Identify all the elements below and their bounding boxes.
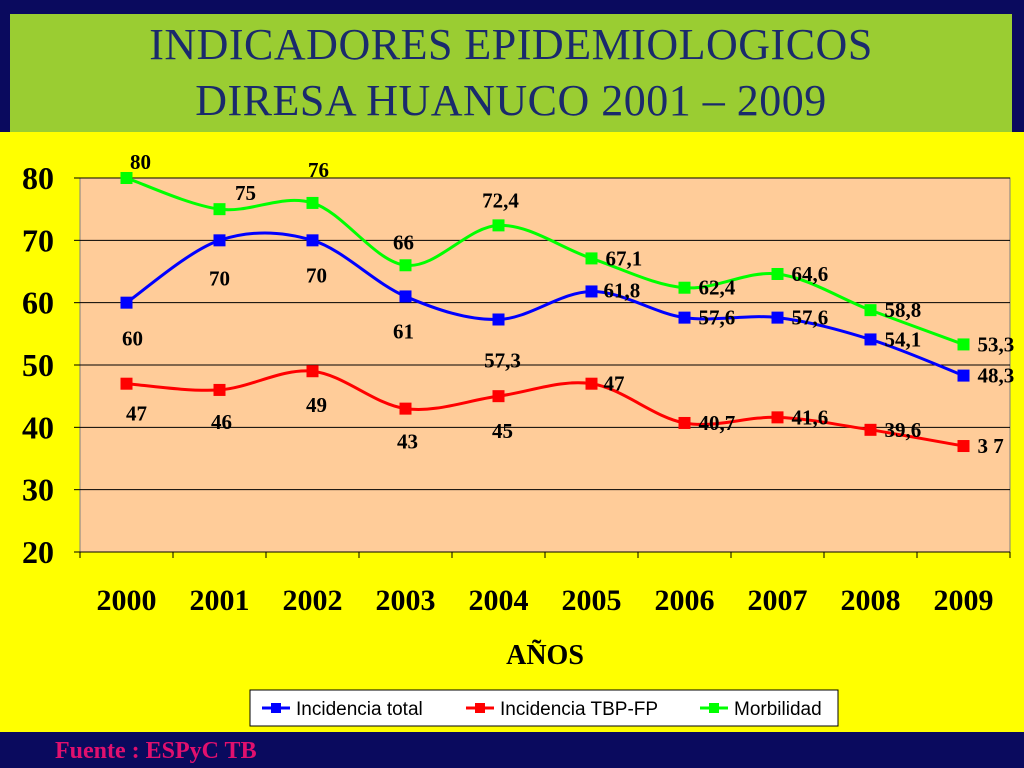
ytick-label-40: 40 <box>22 409 54 445</box>
data-label-morbilidad-2001: 75 <box>235 181 256 205</box>
legend-marker-morbilidad <box>709 703 719 713</box>
data-label-morbilidad-2000: 80 <box>130 150 151 174</box>
ytick-label-30: 30 <box>22 472 54 508</box>
data-label-morbilidad-2006: 62,4 <box>699 276 736 300</box>
xtick-label-2006: 2006 <box>655 584 715 617</box>
data-label-incidencia-tbp-2006: 40,7 <box>699 411 736 435</box>
xtick-label-2002: 2002 <box>283 584 343 617</box>
legend-label-morbilidad: Morbilidad <box>734 699 822 720</box>
data-label-morbilidad-2005: 67,1 <box>606 246 643 270</box>
data-label-morbilidad-2002: 76 <box>308 158 329 182</box>
point-incidencia-tbp-2002 <box>306 365 319 378</box>
data-label-incidencia-tbp-2004: 45 <box>492 419 513 443</box>
data-label-incidencia-total-2008: 54,1 <box>885 327 922 351</box>
point-incidencia-tbp-2004 <box>492 390 505 403</box>
series-line-incidencia-total <box>125 231 965 377</box>
point-incidencia-total-2000 <box>120 296 133 309</box>
x-axis-title: AÑOS <box>506 640 584 671</box>
xtick-label-2003: 2003 <box>376 584 436 617</box>
title-line-1: INDICADORES EPIDEMIOLOGICOS <box>149 20 873 69</box>
xtick-label-2000: 2000 <box>97 584 157 617</box>
data-label-morbilidad-2008: 58,8 <box>885 298 922 322</box>
line-chart: 20 30 40 50 60 70 80 2000 2001 2002 2003 2004 2005 20… <box>22 150 1015 727</box>
point-incidencia-total-2003 <box>399 290 412 303</box>
point-incidencia-tbp-2001 <box>213 383 226 396</box>
data-label-incidencia-total-2001: 70 <box>209 266 230 290</box>
data-label-incidencia-tbp-2001: 46 <box>211 410 232 434</box>
data-label-incidencia-total-2006: 57,6 <box>699 306 736 330</box>
point-morbilidad-2003 <box>399 259 412 272</box>
point-morbilidad-2000 <box>120 172 133 184</box>
data-label-incidencia-tbp-2008: 39,6 <box>885 418 922 442</box>
data-label-morbilidad-2009: 53,3 <box>978 332 1015 356</box>
data-label-incidencia-total-2000: 60 <box>122 327 143 351</box>
source-note: Fuente : ESPyC TB <box>55 738 257 764</box>
xtick-label-2009: 2009 <box>934 584 994 617</box>
point-morbilidad-2002 <box>306 196 319 209</box>
data-label-incidencia-total-2009: 48,3 <box>978 364 1015 388</box>
data-label-incidencia-tbp-2002: 49 <box>306 393 327 417</box>
title-band: INDICADORES EPIDEMIOLOGICOS DIRESA HUANU… <box>10 14 1012 132</box>
ytick-label-20: 20 <box>22 534 54 570</box>
point-incidencia-total-2006 <box>678 311 691 324</box>
point-morbilidad-2006 <box>678 281 691 294</box>
title-line-2: DIRESA HUANUCO 2001 – 2009 <box>195 76 827 125</box>
ytick-label-60: 60 <box>22 285 54 321</box>
data-label-incidencia-total-2002: 70 <box>306 263 327 287</box>
point-incidencia-tbp-2009 <box>957 440 970 453</box>
legend-marker-incidencia-total <box>271 703 281 713</box>
data-label-incidencia-tbp-2009: 3 7 <box>978 434 1004 458</box>
data-label-incidencia-total-2003: 61 <box>393 319 414 343</box>
legend-label-incidencia-total: Incidencia total <box>296 699 423 720</box>
series-line-morbilidad <box>126 176 965 346</box>
data-label-morbilidad-2007: 64,6 <box>792 262 829 286</box>
point-incidencia-total-2001 <box>213 234 226 247</box>
point-incidencia-total-2009 <box>957 369 970 382</box>
ytick-label-80: 80 <box>22 160 54 196</box>
point-incidencia-tbp-2003 <box>399 402 412 415</box>
data-label-incidencia-tbp-2000: 47 <box>126 402 147 426</box>
point-incidencia-total-2007 <box>771 311 784 324</box>
point-morbilidad-2007 <box>771 267 784 280</box>
point-morbilidad-2004 <box>492 219 505 232</box>
xtick-label-2008: 2008 <box>841 584 901 617</box>
legend-marker-incidencia-tbp <box>475 703 485 713</box>
top-stripe <box>0 0 1024 12</box>
point-morbilidad-2009 <box>957 338 970 351</box>
xtick-label-2001: 2001 <box>190 584 250 617</box>
point-incidencia-total-2002 <box>306 234 319 247</box>
point-morbilidad-2005 <box>585 252 598 265</box>
data-label-morbilidad-2003: 66 <box>393 230 414 254</box>
point-incidencia-tbp-2008 <box>864 423 877 436</box>
chart-container: 20 30 40 50 60 70 80 2000 2001 2002 2003 2004 2005 20… <box>0 132 1024 732</box>
point-incidencia-total-2005 <box>585 285 598 298</box>
xtick-label-2004: 2004 <box>469 584 529 617</box>
legend-box <box>249 689 839 727</box>
point-morbilidad-2008 <box>864 304 877 317</box>
data-label-incidencia-total-2005: 61,8 <box>604 278 641 302</box>
point-incidencia-tbp-2000 <box>120 377 133 390</box>
ytick-label-70: 70 <box>22 222 54 258</box>
point-incidencia-total-2008 <box>864 333 877 346</box>
point-incidencia-tbp-2005 <box>585 377 598 390</box>
data-label-incidencia-tbp-2005: 47 <box>604 372 625 396</box>
data-label-morbilidad-2004: 72,4 <box>482 188 519 212</box>
ytick-label-50: 50 <box>22 347 54 383</box>
point-morbilidad-2001 <box>213 203 226 216</box>
xtick-label-2007: 2007 <box>748 584 808 617</box>
point-incidencia-tbp-2006 <box>678 416 691 429</box>
legend-label-incidencia-tbp: Incidencia TBP-FP <box>500 699 658 720</box>
point-incidencia-tbp-2007 <box>771 411 784 424</box>
data-label-incidencia-tbp-2007: 41,6 <box>792 405 829 429</box>
data-label-incidencia-total-2007: 57,6 <box>792 306 829 330</box>
data-label-incidencia-tbp-2003: 43 <box>397 430 418 454</box>
point-incidencia-total-2004 <box>492 313 505 326</box>
series-line-incidencia-tbp <box>126 369 964 448</box>
data-label-incidencia-total-2004: 57,3 <box>484 348 521 372</box>
xtick-label-2005: 2005 <box>562 584 622 617</box>
